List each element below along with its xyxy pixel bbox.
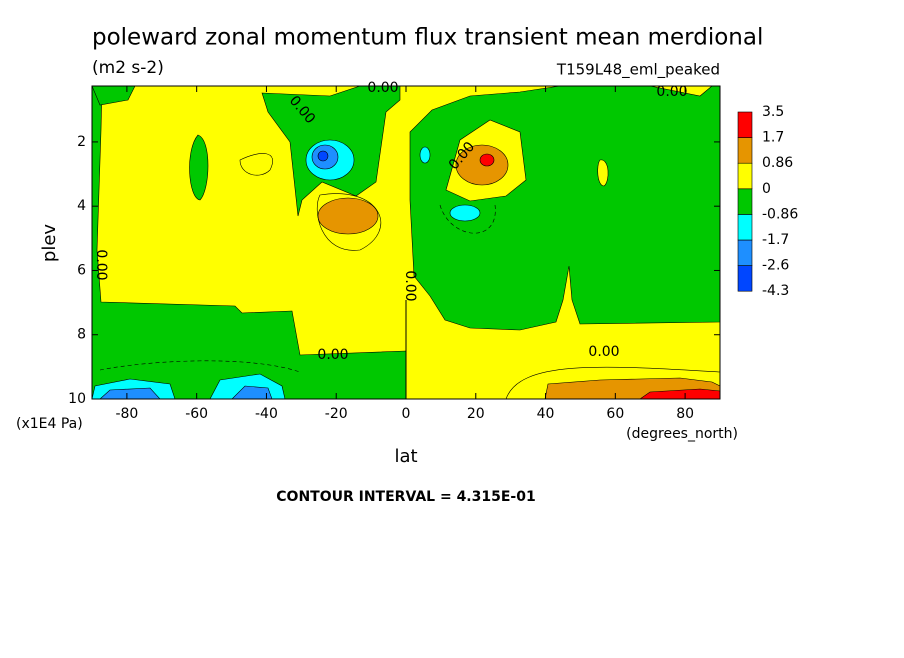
x-axis-label: lat (394, 446, 417, 467)
contour-label: 0.00 (588, 344, 619, 360)
contour-region (639, 388, 720, 399)
contour-line (99, 360, 301, 373)
contour-line (317, 193, 381, 251)
y-tick-label: 2 (77, 134, 86, 150)
contour-line (505, 366, 720, 399)
chart-title: poleward zonal momentum flux transient m… (92, 25, 763, 51)
x-tick-label: -40 (255, 406, 278, 422)
contour-region (99, 387, 161, 399)
colorbar-swatch (737, 162, 753, 190)
contour-label: 0.00 (402, 270, 418, 301)
colorbar-label: -1.7 (762, 232, 789, 248)
x-tick-label: -60 (185, 406, 208, 422)
y-tick-label: 8 (77, 327, 86, 343)
x-units: (degrees_north) (626, 426, 738, 442)
plot-area: 0.00 0.000.000.00 0.000.000.000.00-80 -60 -4… (68, 80, 798, 422)
dataset-label: T159L48_eml_peaked (556, 61, 720, 80)
colorbar-swatch (737, 265, 753, 292)
units: (m2 s-2) (92, 58, 164, 78)
footnote: CONTOUR INTERVAL = 4.315E-01 (276, 489, 535, 505)
contour-region (189, 134, 209, 201)
x-tick-label: 80 (676, 406, 694, 422)
x-tick-label: -80 (115, 406, 138, 422)
colorbar-label: 3.5 (762, 104, 784, 120)
colorbar-label: -4.3 (762, 283, 789, 299)
y-tick-label: 10 (68, 391, 86, 407)
y-units: (x1E4 Pa) (16, 416, 83, 432)
x-tick-label: 20 (467, 406, 485, 422)
x-tick-label: 60 (606, 406, 624, 422)
colorbar-label: 0.86 (762, 155, 793, 171)
y-tick-label: 4 (77, 198, 86, 214)
contour-label: 0.00 (367, 80, 398, 96)
contour-region (455, 144, 509, 186)
colorbar-label: -0.86 (762, 206, 798, 222)
contour-fill (92, 86, 720, 399)
colorbar-label: 0 (762, 181, 771, 197)
contour-region (597, 159, 609, 187)
contour-label: 0.00 (317, 347, 348, 363)
x-tick-label: 0 (402, 406, 411, 422)
y-tick-label: 6 (77, 262, 86, 278)
contour-region (419, 146, 431, 164)
colorbar-swatch (737, 137, 753, 164)
colorbar-label: -2.6 (762, 258, 789, 274)
contour-region (92, 86, 407, 399)
y-axis-label: plev (39, 224, 60, 263)
x-tick-label: 40 (537, 406, 555, 422)
colorbar-swatch (737, 239, 753, 266)
colorbar-swatch (737, 188, 753, 215)
colorbar-label: 1.7 (762, 130, 784, 146)
colorbar-swatch (737, 111, 753, 138)
contour-region (317, 150, 329, 162)
contour-region (231, 385, 273, 399)
contour-label: 0.00 (93, 249, 109, 280)
contour-region (449, 204, 481, 222)
x-tick-label: -20 (325, 406, 348, 422)
contour-label: 0.00 (656, 84, 687, 100)
contour-region (479, 153, 495, 167)
contour-region (317, 197, 379, 235)
colorbar-swatch (737, 214, 753, 241)
contour-region (92, 86, 136, 106)
